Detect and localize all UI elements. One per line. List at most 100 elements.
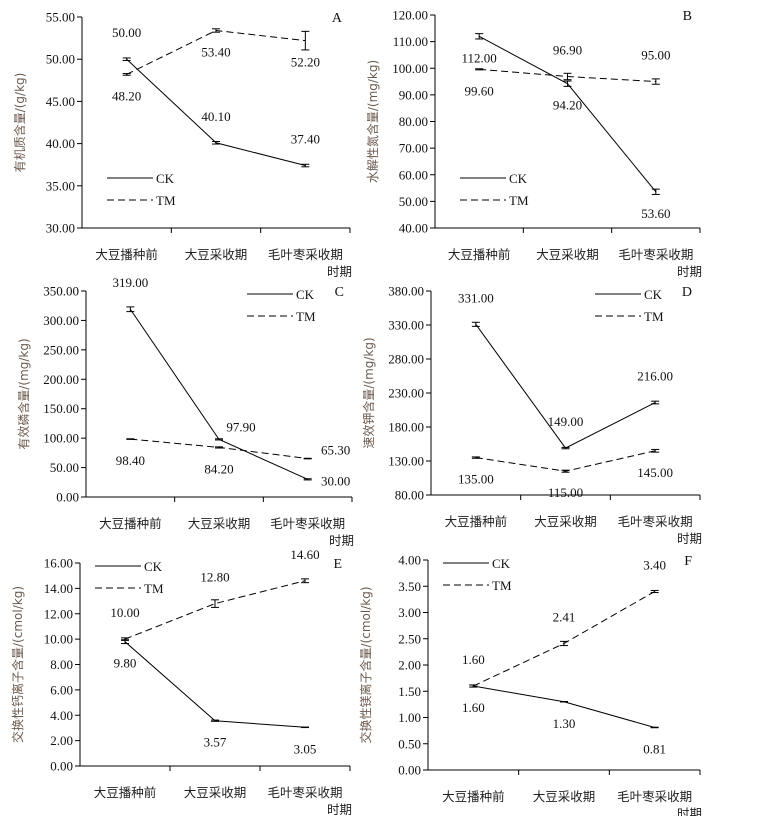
- y-tick-label: 6.00: [50, 682, 73, 697]
- data-label: 65.30: [321, 443, 350, 458]
- data-label: 135.00: [458, 472, 494, 487]
- data-label: 10.00: [110, 605, 139, 620]
- data-label: 53.40: [201, 45, 230, 60]
- data-label: 96.90: [553, 43, 582, 58]
- y-tick-label: 1.50: [398, 684, 421, 699]
- data-label: 37.40: [291, 132, 320, 147]
- panel-letter: D: [682, 285, 692, 300]
- y-tick-label: 0.00: [50, 759, 73, 774]
- x-tick-label: 大豆采收期: [534, 514, 597, 529]
- panel-letter: E: [333, 557, 342, 572]
- y-tick-label: 350.00: [43, 284, 79, 299]
- y-tick-label: 180.00: [388, 420, 424, 435]
- x-tick-label: 大豆播种前: [442, 789, 505, 804]
- legend-label: CK: [156, 171, 175, 186]
- data-label: 331.00: [458, 290, 494, 305]
- chart-panel-c: 0.00 50.00 100.00 150.00 200.00 250.00 300.00 3…: [16, 275, 354, 548]
- data-label: 319.00: [112, 275, 148, 290]
- data-label: 2.41: [553, 609, 576, 624]
- legend-label: CK: [144, 559, 163, 574]
- y-axis-title: 交换性钙离子含量/(cmol/kg): [10, 586, 25, 743]
- x-axis-title: 时期: [327, 802, 352, 816]
- x-tick-label: 大豆播种前: [95, 247, 158, 262]
- legend-label: TM: [492, 578, 512, 593]
- y-tick-label: 1.00: [398, 710, 421, 725]
- data-label: 40.10: [201, 109, 230, 124]
- chart-panel-f: 0.00 0.50 1.00 1.50 2.00 2.50 3.00 3.50 4.00 大豆播种…: [358, 553, 702, 816]
- x-tick-label: 毛叶枣采收期: [270, 516, 345, 531]
- data-label: 98.40: [116, 453, 145, 468]
- data-label: 14.60: [290, 547, 319, 562]
- legend-label: CK: [296, 287, 315, 302]
- x-tick-label: 大豆采收期: [188, 516, 251, 531]
- y-tick-label: 4.00: [50, 708, 73, 723]
- series-line-ck: [124, 641, 306, 728]
- x-tick-label: 大豆播种前: [445, 514, 508, 529]
- x-tick-label: 毛叶枣采收期: [617, 789, 692, 804]
- data-label: 1.30: [553, 716, 576, 731]
- x-tick-label: 大豆采收期: [185, 247, 248, 262]
- x-axis-title: 时期: [327, 264, 352, 279]
- data-label: 1.60: [462, 700, 485, 715]
- y-tick-label: 2.00: [398, 658, 421, 673]
- x-axis-title: 时期: [677, 806, 702, 816]
- y-tick-label: 0.00: [56, 490, 79, 505]
- panel-letter: B: [683, 9, 692, 24]
- legend-label: TM: [296, 309, 316, 324]
- y-tick-label: 14.00: [44, 581, 73, 596]
- x-tick-label: 大豆采收期: [533, 789, 596, 804]
- x-tick-label: 毛叶枣采收期: [267, 785, 342, 800]
- x-tick-label: 毛叶枣采收期: [618, 247, 693, 262]
- y-tick-label: 50.00: [46, 52, 75, 67]
- data-label: 1.60: [462, 652, 485, 667]
- data-label: 149.00: [548, 414, 584, 429]
- data-label: 3.57: [204, 735, 227, 750]
- y-tick-label: 120.00: [392, 8, 428, 23]
- legend-label: TM: [156, 193, 176, 208]
- y-tick-label: 35.00: [46, 178, 75, 193]
- y-axis-title: 有效磷含量/(mg/kg): [16, 338, 31, 449]
- panel-letter: A: [332, 11, 343, 26]
- y-tick-label: 200.00: [43, 372, 79, 387]
- x-tick-label: 毛叶枣采收期: [268, 247, 343, 262]
- y-tick-label: 380.00: [388, 284, 424, 299]
- legend-label: CK: [492, 556, 511, 571]
- y-tick-label: 10.00: [44, 632, 73, 647]
- y-tick-label: 2.50: [398, 631, 421, 646]
- y-tick-label: 90.00: [399, 87, 428, 102]
- chart-panel-b: 40.00 50.00 60.00 70.00 80.00 90.00 100.00 110.…: [365, 8, 702, 280]
- data-label: 3.05: [294, 741, 317, 756]
- y-tick-label: 300.00: [43, 313, 79, 328]
- data-label: 94.20: [553, 98, 582, 113]
- x-axis-title: 时期: [329, 533, 354, 548]
- y-tick-label: 3.00: [398, 605, 421, 620]
- y-tick-label: 30.00: [46, 221, 75, 236]
- x-axis-title: 时期: [677, 264, 702, 279]
- y-axis-title: 交换性镁离子含量/(cmol/kg): [358, 587, 373, 744]
- data-label: 112.00: [462, 50, 497, 65]
- series-line-tm: [124, 580, 306, 640]
- x-tick-label: 大豆采收期: [184, 785, 247, 800]
- y-tick-label: 45.00: [46, 94, 75, 109]
- data-label: 115.00: [548, 485, 583, 500]
- y-tick-label: 0.50: [398, 736, 421, 751]
- y-tick-label: 60.00: [399, 167, 428, 182]
- y-tick-label: 8.00: [50, 657, 73, 672]
- y-axis-title: 水解性氮含量/(mg/kg): [365, 60, 380, 183]
- chart-panel-e: 0.00 2.00 4.00 6.00 8.00 10.00 12.00 14.00 16.00…: [10, 547, 352, 816]
- legend-label: CK: [644, 287, 663, 302]
- data-label: 3.40: [643, 558, 666, 573]
- y-tick-label: 250.00: [43, 342, 79, 357]
- x-tick-label: 大豆播种前: [94, 785, 157, 800]
- y-tick-label: 40.00: [46, 136, 75, 151]
- y-tick-label: 70.00: [399, 141, 428, 156]
- y-tick-label: 4.00: [398, 553, 421, 568]
- y-tick-label: 50.00: [399, 194, 428, 209]
- y-tick-label: 150.00: [43, 401, 79, 416]
- chart-panel-a: 30.00 35.00 40.00 45.00 50.00 55.00 大豆播种前 大豆采收期…: [12, 10, 352, 280]
- y-tick-label: 80.00: [399, 114, 428, 129]
- legend-label: TM: [144, 581, 164, 596]
- data-label: 52.20: [291, 55, 320, 70]
- series-line-tm: [130, 438, 308, 460]
